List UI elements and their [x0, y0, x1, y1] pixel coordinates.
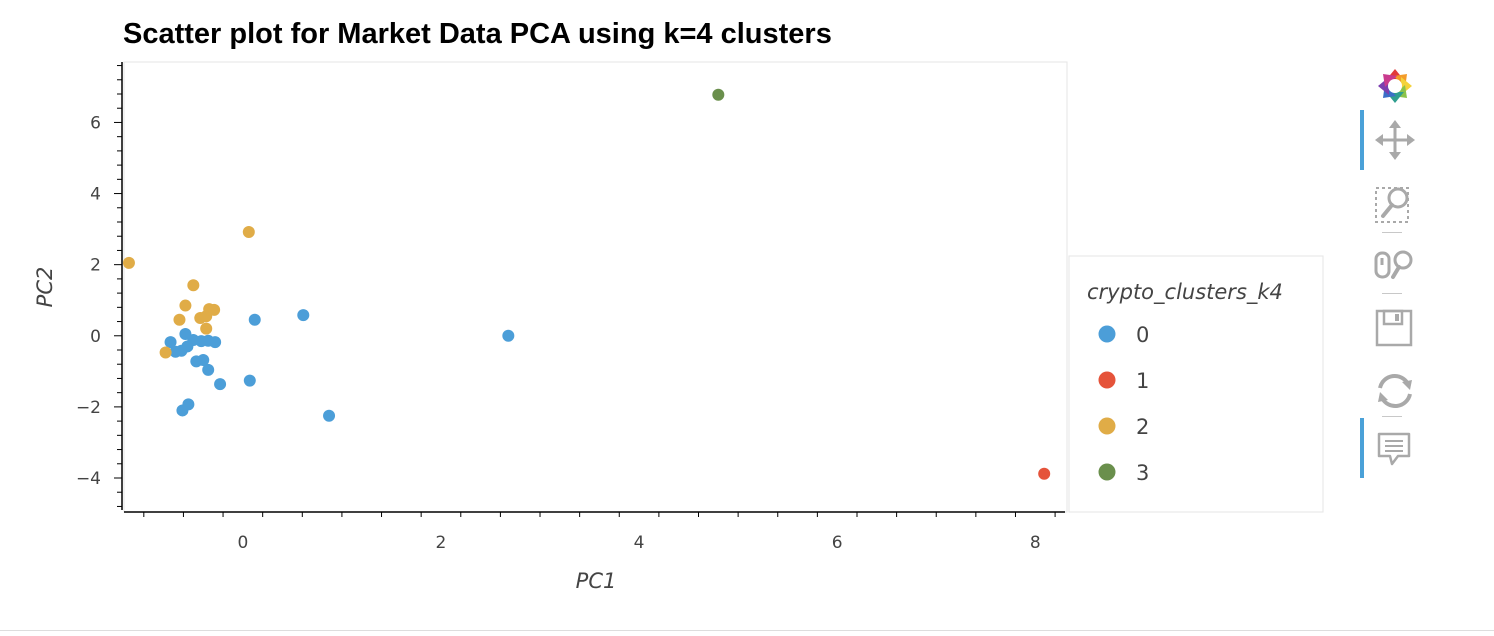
hover-tool[interactable]	[1360, 418, 1430, 478]
scatter-point-cluster-2[interactable]	[242, 225, 255, 238]
scatter-point-cluster-0[interactable]	[502, 329, 515, 342]
x-tick-label: 8	[1030, 533, 1041, 553]
reset-icon	[1378, 373, 1412, 409]
scatter-point-cluster-2[interactable]	[173, 313, 186, 326]
toolbar-separator	[1382, 232, 1402, 233]
hover-icon	[1377, 432, 1411, 466]
axes	[114, 62, 1065, 517]
scatter-point-cluster-0[interactable]	[323, 409, 336, 422]
y-tick-label: 4	[90, 185, 101, 205]
save-icon	[1375, 309, 1413, 347]
toolbar-separator	[1382, 293, 1402, 294]
legend-item-label[interactable]: 3	[1136, 461, 1149, 485]
scatter-point-cluster-0[interactable]	[214, 378, 227, 391]
toolbar	[1360, 60, 1430, 490]
scatter-point-cluster-2[interactable]	[179, 299, 192, 312]
scatter-point-cluster-2[interactable]	[200, 322, 213, 335]
scatter-point-cluster-0[interactable]	[169, 345, 182, 358]
legend-swatch	[1098, 463, 1116, 481]
reset-tool[interactable]	[1360, 364, 1430, 414]
y-tick-label: −4	[76, 469, 101, 489]
scatter-point-cluster-0[interactable]	[164, 336, 177, 349]
x-tick-label: 0	[237, 533, 248, 553]
x-axis-label: PC1	[576, 569, 617, 593]
box-zoom-icon	[1375, 187, 1409, 223]
scatter-point-cluster-2[interactable]	[208, 303, 221, 316]
scatter-point-cluster-0[interactable]	[243, 374, 256, 387]
legend-item-label[interactable]: 1	[1136, 369, 1149, 393]
wheel-zoom-tool[interactable]	[1360, 240, 1430, 290]
tick-labels: 0 2 4 6 8 −4 −2 0 2 4 6	[76, 113, 1041, 553]
scatter-point-cluster-2[interactable]	[122, 256, 135, 269]
y-tick-label: −2	[76, 398, 101, 418]
bokeh-logo[interactable]	[1360, 60, 1430, 110]
scatter-point-cluster-0[interactable]	[197, 353, 210, 366]
scatter-point-cluster-0[interactable]	[248, 313, 261, 326]
y-axis-label: PC2	[33, 267, 57, 308]
legend-swatch	[1098, 371, 1116, 389]
x-tick-label: 2	[436, 533, 447, 553]
legend-title: crypto_clusters_k4	[1087, 280, 1283, 305]
scatter-point-cluster-0[interactable]	[209, 336, 222, 349]
chart-title: Scatter plot for Market Data PCA using k…	[123, 18, 832, 50]
plot-frame	[123, 61, 1068, 513]
legend-items[interactable]: 0 1 2 3	[1098, 323, 1150, 485]
x-tick-label: 4	[634, 533, 645, 553]
bottom-divider	[0, 630, 1494, 631]
scatter-points[interactable]	[122, 88, 1051, 480]
legend-swatch	[1098, 325, 1116, 343]
scatter-point-cluster-2[interactable]	[187, 279, 200, 292]
x-tick-label: 6	[832, 533, 843, 553]
y-tick-label: 6	[90, 113, 101, 133]
toolbar-separator	[1382, 416, 1402, 417]
bokeh-logo-icon	[1378, 69, 1412, 103]
wheel-zoom-icon	[1374, 250, 1413, 279]
pan-tool[interactable]	[1360, 110, 1430, 170]
scatter-point-cluster-3[interactable]	[712, 88, 725, 101]
scatter-point-cluster-2[interactable]	[159, 346, 172, 359]
y-tick-label: 0	[90, 327, 101, 347]
y-tick-label: 2	[90, 256, 101, 276]
legend-swatch	[1098, 417, 1116, 435]
legend-item-label[interactable]: 2	[1136, 415, 1149, 439]
box-zoom-tool[interactable]	[1360, 178, 1430, 228]
scatter-point-cluster-1[interactable]	[1038, 467, 1051, 480]
scatter-point-cluster-0[interactable]	[297, 309, 310, 322]
save-tool[interactable]	[1360, 302, 1430, 352]
scatter-point-cluster-0[interactable]	[182, 398, 195, 411]
scatter-point-cluster-0[interactable]	[202, 363, 215, 376]
pan-icon	[1375, 120, 1415, 160]
legend-item-label[interactable]: 0	[1136, 323, 1149, 347]
